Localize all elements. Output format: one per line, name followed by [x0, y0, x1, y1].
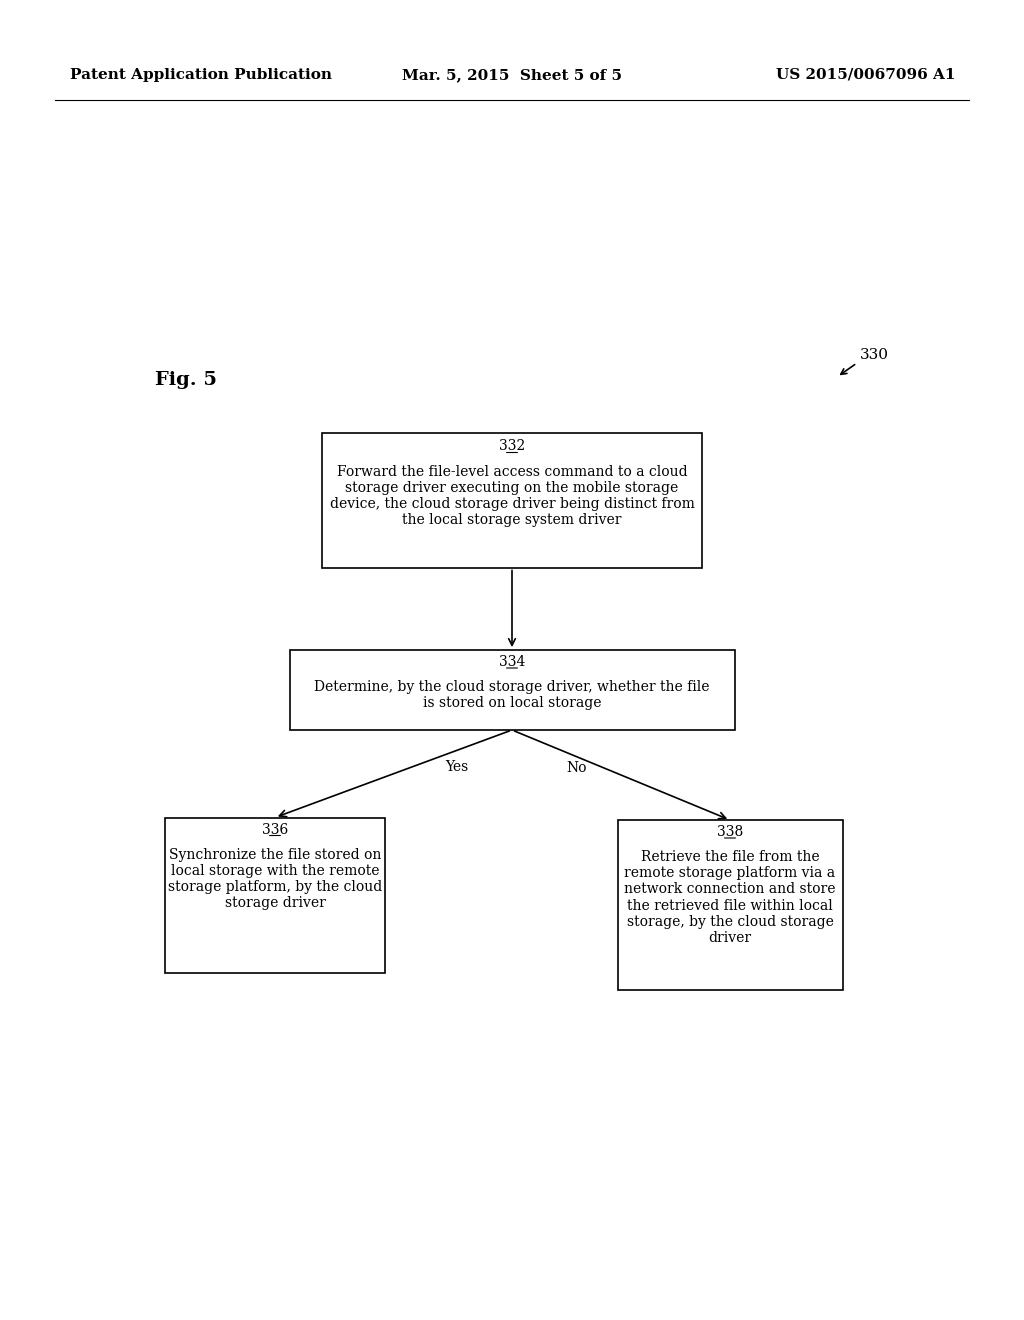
- Text: Fig. 5: Fig. 5: [155, 371, 217, 389]
- Text: Yes: Yes: [445, 760, 469, 774]
- Text: Mar. 5, 2015  Sheet 5 of 5: Mar. 5, 2015 Sheet 5 of 5: [402, 69, 622, 82]
- Bar: [617, 820, 843, 990]
- Text: Retrieve the file from the
remote storage platform via a
network connection and : Retrieve the file from the remote storag…: [625, 850, 836, 945]
- Bar: [165, 817, 385, 973]
- Text: Patent Application Publication: Patent Application Publication: [70, 69, 332, 82]
- Bar: [290, 649, 734, 730]
- Text: 338: 338: [717, 825, 743, 840]
- Text: 332: 332: [499, 440, 525, 454]
- Text: Synchronize the file stored on
local storage with the remote
storage platform, b: Synchronize the file stored on local sto…: [168, 847, 382, 909]
- Text: 334: 334: [499, 655, 525, 669]
- Text: 330: 330: [860, 348, 889, 362]
- Text: Forward the file-level access command to a cloud
storage driver executing on the: Forward the file-level access command to…: [330, 465, 694, 527]
- Text: No: No: [566, 760, 587, 775]
- Text: 336: 336: [262, 822, 288, 837]
- Text: Determine, by the cloud storage driver, whether the file
is stored on local stor: Determine, by the cloud storage driver, …: [314, 680, 710, 710]
- Text: US 2015/0067096 A1: US 2015/0067096 A1: [775, 69, 955, 82]
- Bar: [322, 433, 702, 568]
